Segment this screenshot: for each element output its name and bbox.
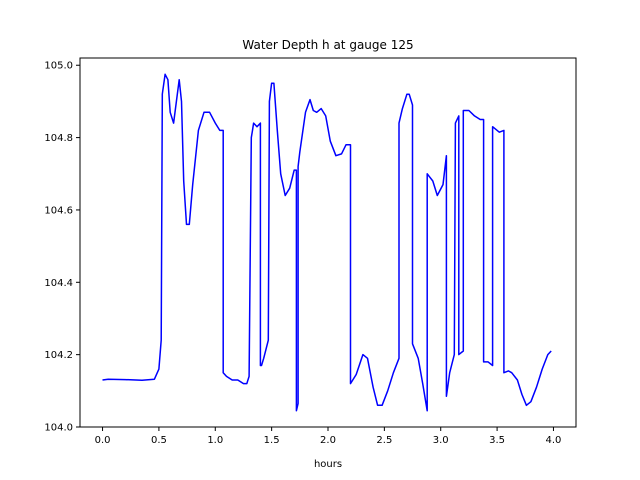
x-tick-label: 1.0 <box>207 435 223 446</box>
series-line <box>102 73 552 412</box>
x-tick-label: 4.0 <box>546 435 562 446</box>
x-tick-label: 2.5 <box>376 435 392 446</box>
plot-area <box>102 73 552 412</box>
x-tick-label: 1.5 <box>264 435 280 446</box>
y-tick-label: 104.4 <box>44 278 73 289</box>
chart-title: Water Depth h at gauge 125 <box>242 38 413 52</box>
axes-frame <box>79 57 577 428</box>
axis-ticks: 0.0 0.5 1.0 1.5 2.0 2.5 3.0 3.5 4.0 104.0 104.2 104… <box>44 61 561 446</box>
y-tick-label: 105.0 <box>44 61 73 72</box>
x-tick-label: 0.0 <box>95 435 111 446</box>
y-tick-label: 104.2 <box>44 350 73 361</box>
x-tick-label: 0.5 <box>151 435 167 446</box>
x-tick-label: 2.0 <box>320 435 336 446</box>
y-tick-label: 104.6 <box>44 205 73 216</box>
x-tick-label: 3.5 <box>489 435 505 446</box>
x-tick-label: 3.0 <box>433 435 449 446</box>
y-tick-label: 104.0 <box>44 423 73 434</box>
y-tick-label: 104.8 <box>44 133 73 144</box>
x-axis-label: hours <box>314 459 342 470</box>
